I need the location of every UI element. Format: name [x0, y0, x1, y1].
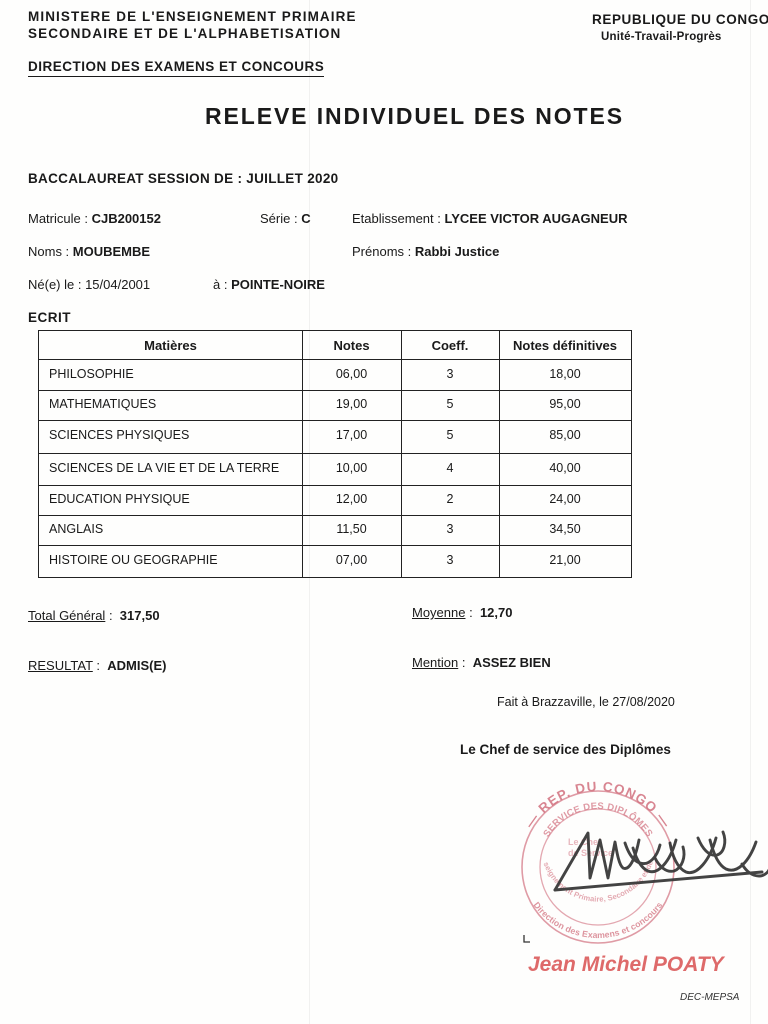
- svg-text:SERVICE DES DIPLÔMES: SERVICE DES DIPLÔMES: [541, 801, 654, 839]
- svg-text:de Service: de Service: [568, 848, 613, 858]
- svg-text:Le Chef: Le Chef: [568, 837, 602, 847]
- svg-text:Direction des Examens et conco: Direction des Examens et concours: [532, 900, 665, 940]
- svg-text:— REP. DU CONGO —: — REP. DU CONGO —: [522, 779, 674, 831]
